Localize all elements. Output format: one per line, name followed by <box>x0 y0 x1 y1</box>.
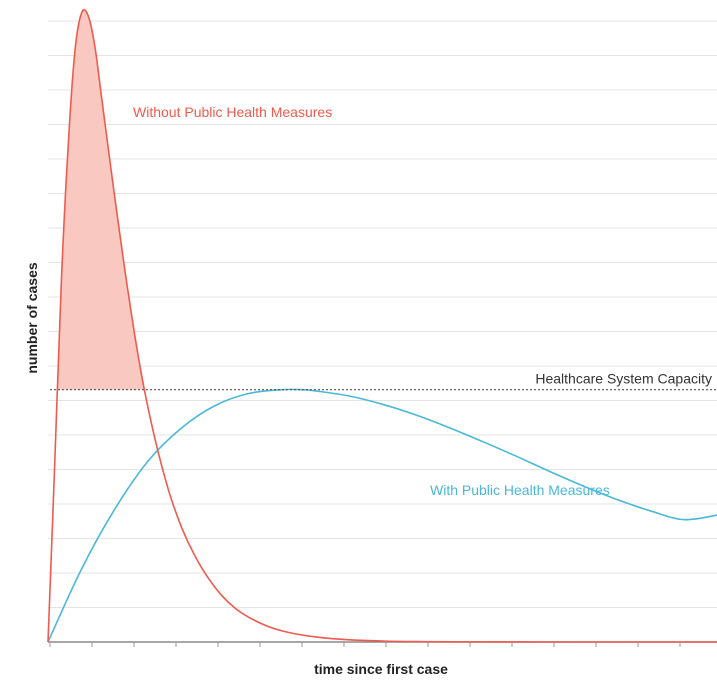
series-without-label: Without Public Health Measures <box>133 104 332 120</box>
grid-lines <box>48 20 717 608</box>
y-axis-label: number of cases <box>24 262 40 373</box>
capacity-label: Healthcare System Capacity <box>535 371 712 387</box>
series-with-label: With Public Health Measures <box>430 482 610 498</box>
series-without-line <box>47 8 717 643</box>
x-axis-ticks <box>49 642 681 647</box>
series-without-fill-area <box>57 9 145 390</box>
series-with-line <box>47 388 717 643</box>
x-axis-label: time since first case <box>314 661 448 677</box>
